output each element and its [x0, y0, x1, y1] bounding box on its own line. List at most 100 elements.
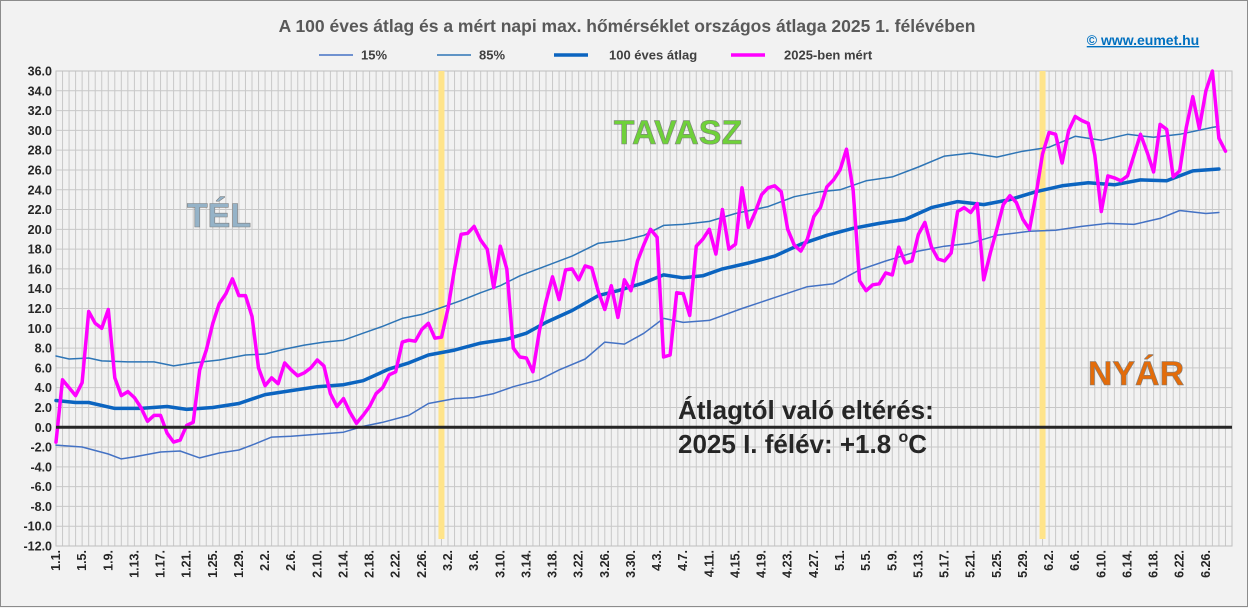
x-tick-label: 1.9.: [101, 550, 115, 571]
chart-series: [54, 69, 1232, 460]
annotation-value: 2025 I. félév: +1.8: [678, 429, 898, 459]
x-tick-label: 3.10.: [493, 550, 507, 578]
y-tick-label: 26.0: [28, 163, 52, 177]
y-tick-label: -10.0: [24, 520, 53, 534]
x-tick-label: 5.13.: [911, 550, 925, 578]
season-label: TAVASZ: [614, 114, 742, 152]
x-tick-label: 6.26.: [1199, 550, 1213, 578]
chart-grid: [55, 70, 1233, 547]
y-tick-label: -4.0: [30, 460, 52, 474]
x-tick-label: 2.2.: [258, 550, 272, 571]
legend-label: 100 éves átlag: [609, 48, 697, 63]
x-axis: 1.1. 1.5. 1.9. 1.13. 1.17. 1.21. 1.25. 1.29. 2.2…: [49, 550, 1213, 578]
x-tick-label: 3.18.: [546, 550, 560, 578]
y-tick-label: 32.0: [28, 104, 52, 118]
x-tick-label: 1.21.: [180, 550, 194, 578]
season-boundaries: [438, 71, 1046, 539]
y-tick-label: -12.0: [24, 540, 53, 554]
y-tick-label: 4.0: [35, 381, 52, 395]
series-line: [55, 209, 1220, 460]
season-label: TÉL: [187, 197, 251, 235]
x-tick-label: 2.14.: [336, 550, 350, 578]
y-tick-label: -6.0: [30, 480, 52, 494]
x-tick-label: 3.2.: [441, 550, 455, 571]
x-tick-label: 1.29.: [232, 550, 246, 578]
chart-title: A 100 éves átlag és a mért napi max. hőm…: [279, 16, 976, 36]
y-tick-label: 18.0: [28, 243, 52, 257]
x-tick-label: 3.26.: [598, 550, 612, 578]
x-tick-label: 6.22.: [1173, 550, 1187, 578]
legend-label: 15%: [361, 48, 387, 63]
degree-symbol: o: [898, 429, 908, 446]
y-tick-label: 10.0: [28, 322, 52, 336]
deviation-annotation: Átlagtól való eltérés: 2025 I. félév: +1.…: [678, 395, 934, 459]
x-tick-label: 4.27.: [807, 550, 821, 578]
x-tick-label: 1.17.: [154, 550, 168, 578]
x-tick-label: 6.2.: [1042, 550, 1056, 571]
x-tick-label: 5.9.: [885, 550, 899, 571]
x-tick-label: 4.7.: [676, 550, 690, 571]
x-tick-label: 2.6.: [284, 550, 298, 571]
x-tick-label: 1.25.: [206, 550, 220, 578]
season-boundary-bar: [438, 71, 445, 539]
y-tick-label: 30.0: [28, 124, 52, 138]
chart-legend: 15% 85% 100 éves átlag 2025-ben mért: [319, 48, 873, 63]
season-label: NYÁR: [1088, 355, 1184, 393]
x-tick-label: 4.11.: [702, 550, 716, 577]
x-tick-label: 1.5.: [75, 550, 89, 571]
plot-border: [55, 70, 1233, 547]
x-tick-label: 4.19.: [755, 550, 769, 578]
x-tick-label: 6.6.: [1068, 550, 1082, 571]
x-tick-label: 2.26.: [415, 550, 429, 578]
x-tick-label: 3.30.: [624, 550, 638, 578]
x-tick-label: 4.23.: [781, 550, 795, 578]
y-tick-label: -2.0: [30, 441, 52, 455]
legend-label: 85%: [479, 48, 505, 63]
x-tick-label: 4.15.: [728, 550, 742, 578]
y-tick-label: 36.0: [28, 65, 52, 79]
y-axis: 36.0 34.0 32.0 30.0 28.0 26.0 24.0 22.0 20.0 18.0…: [24, 65, 53, 554]
y-tick-label: 2.0: [35, 401, 52, 415]
x-tick-label: 3.6.: [467, 550, 481, 571]
y-tick-label: 28.0: [28, 144, 52, 158]
x-tick-label: 1.13.: [127, 550, 141, 578]
x-tick-label: 6.10.: [1094, 550, 1108, 578]
x-tick-label: 3.14.: [519, 550, 533, 578]
x-tick-label: 2.10.: [310, 550, 324, 578]
series-line: [54, 167, 1221, 412]
y-tick-label: 12.0: [28, 302, 52, 316]
x-tick-label: 5.29.: [1016, 550, 1030, 578]
annotation-line-1: Átlagtól való eltérés:: [678, 395, 934, 425]
y-tick-label: 24.0: [28, 183, 52, 197]
celsius-unit: C: [908, 429, 927, 459]
y-tick-label: 20.0: [28, 223, 52, 237]
y-tick-label: 14.0: [28, 282, 52, 296]
x-tick-label: 3.22.: [572, 550, 586, 578]
x-tick-label: 5.25.: [990, 550, 1004, 578]
y-tick-label: 22.0: [28, 203, 52, 217]
annotation-line-2: 2025 I. félév: +1.8 oC: [678, 429, 927, 459]
y-tick-label: 16.0: [28, 262, 52, 276]
season-boundary-bar: [1039, 71, 1046, 539]
x-tick-label: 4.3.: [650, 550, 664, 571]
y-tick-label: -8.0: [30, 500, 52, 514]
y-tick-label: 34.0: [28, 84, 52, 98]
series-line: [54, 69, 1228, 444]
x-tick-label: 2.22.: [389, 550, 403, 578]
x-tick-label: 6.18.: [1147, 550, 1161, 578]
x-tick-label: 5.17.: [938, 550, 952, 578]
y-tick-label: 8.0: [35, 342, 52, 356]
y-tick-label: 6.0: [35, 361, 52, 375]
copyright-link[interactable]: © www.eumet.hu: [1087, 32, 1199, 48]
x-tick-label: 2.18.: [363, 550, 377, 578]
x-tick-label: 5.5.: [859, 550, 873, 571]
legend-label: 2025-ben mért: [784, 48, 873, 63]
x-tick-label: 5.21.: [964, 550, 978, 578]
x-tick-label: 6.14.: [1120, 550, 1134, 578]
x-tick-label: 5.1.: [833, 550, 847, 571]
series-line: [55, 125, 1220, 367]
x-tick-label: 1.1.: [49, 550, 63, 571]
season-labels: TÉL TAVASZ NYÁR: [187, 114, 1185, 394]
